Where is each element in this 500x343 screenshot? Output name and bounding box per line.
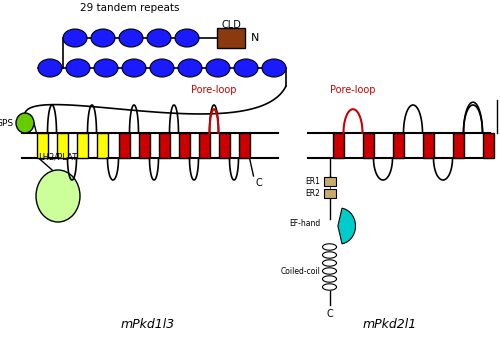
Ellipse shape (91, 29, 115, 47)
Bar (158, 133, 170, 158)
Text: mPkd1l3: mPkd1l3 (121, 318, 175, 331)
Ellipse shape (175, 29, 199, 47)
Text: CLD: CLD (221, 20, 241, 30)
Ellipse shape (147, 29, 171, 47)
Text: ER1: ER1 (306, 177, 320, 186)
Bar (76, 133, 88, 158)
Text: Pore-loop: Pore-loop (191, 85, 237, 95)
Text: ER2: ER2 (306, 189, 320, 198)
Bar (362, 133, 374, 158)
Ellipse shape (178, 59, 202, 77)
Bar (482, 133, 494, 158)
Ellipse shape (122, 59, 146, 77)
Ellipse shape (66, 59, 90, 77)
Text: GPS: GPS (0, 118, 14, 128)
Text: Coiled-coil: Coiled-coil (280, 267, 320, 275)
Bar (332, 133, 344, 158)
Bar (238, 133, 250, 158)
Ellipse shape (63, 29, 87, 47)
Ellipse shape (262, 59, 286, 77)
Bar (138, 133, 149, 158)
Bar (56, 133, 68, 158)
Bar (118, 133, 130, 158)
Text: 29 tandem repeats: 29 tandem repeats (80, 3, 180, 13)
Ellipse shape (38, 59, 62, 77)
Text: EF-hand: EF-hand (289, 218, 320, 227)
Ellipse shape (234, 59, 258, 77)
Bar (96, 133, 108, 158)
Ellipse shape (94, 59, 118, 77)
Ellipse shape (206, 59, 230, 77)
Text: C: C (326, 309, 333, 319)
Bar (217, 28, 245, 48)
Bar (218, 133, 230, 158)
Text: LH2/PLAT: LH2/PLAT (38, 153, 78, 162)
Bar (422, 133, 434, 158)
Bar (198, 133, 209, 158)
Ellipse shape (36, 170, 80, 222)
Bar (324, 189, 336, 198)
Bar (324, 177, 336, 186)
Text: C: C (256, 178, 262, 188)
Ellipse shape (16, 113, 34, 133)
Bar (452, 133, 464, 158)
Ellipse shape (150, 59, 174, 77)
Text: mPkd2l1: mPkd2l1 (363, 318, 417, 331)
Bar (178, 133, 190, 158)
Bar (392, 133, 404, 158)
Ellipse shape (119, 29, 143, 47)
Text: Pore-loop: Pore-loop (330, 85, 376, 95)
Polygon shape (338, 208, 355, 244)
Text: N: N (251, 33, 260, 43)
Bar (36, 133, 48, 158)
